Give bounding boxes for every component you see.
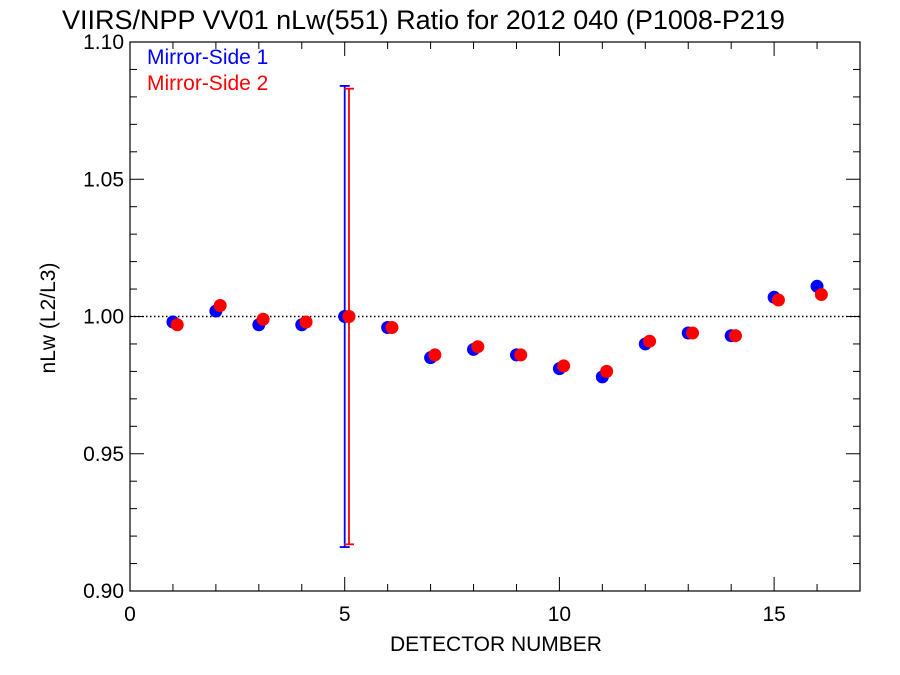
data-point — [471, 340, 485, 354]
data-point — [771, 293, 785, 307]
y-tick-label: 1.00 — [83, 306, 124, 329]
data-point — [514, 348, 528, 362]
data-point — [256, 312, 270, 326]
axis-ticks — [129, 41, 861, 592]
data-points — [166, 279, 828, 384]
data-point — [557, 359, 571, 373]
data-point — [686, 326, 700, 340]
data-point — [213, 299, 227, 313]
legend: Mirror-Side 1 Mirror-Side 2 — [147, 46, 268, 95]
y-tick-label: 0.90 — [83, 580, 124, 603]
x-tick-label: 15 — [762, 603, 785, 626]
legend-entry: Mirror-Side 1 — [147, 46, 268, 69]
data-point — [299, 315, 313, 329]
legend-entry: Mirror-Side 2 — [147, 72, 268, 95]
data-point — [385, 320, 399, 334]
chart-title: VIIRS/NPP VV01 nLw(551) Ratio for 2012 0… — [62, 5, 785, 35]
data-point — [728, 329, 742, 343]
x-tick-label: 0 — [124, 603, 136, 626]
data-point — [643, 334, 657, 348]
x-tick-label: 5 — [339, 603, 351, 626]
data-point — [814, 288, 828, 302]
data-point — [170, 318, 184, 332]
data-point — [342, 310, 356, 323]
y-tick-label: 1.05 — [83, 168, 124, 191]
y-tick-label: 1.10 — [83, 31, 124, 54]
data-point — [600, 364, 614, 378]
y-tick-label: 0.95 — [83, 443, 124, 466]
data-point — [428, 348, 442, 362]
x-axis-label: DETECTOR NUMBER — [390, 633, 602, 656]
tick-labels: 0 5 10 15 0.90 0.95 1.00 1.05 1.10 — [83, 31, 786, 626]
x-tick-label: 10 — [548, 603, 571, 626]
y-axis-label: nLw (L2/L3) — [37, 263, 60, 374]
